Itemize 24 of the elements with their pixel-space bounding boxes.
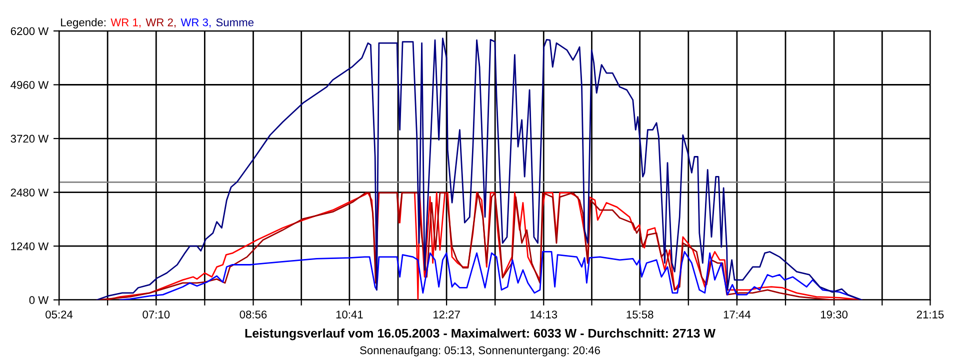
text: WR 3, [180, 18, 211, 28]
y-tick-label: 1240 W [11, 242, 49, 250]
text: Sonnenaufgang: 05:13, Sonnenuntergang: 20:46 [360, 346, 600, 356]
y-tick-label: 3720 W [10, 134, 49, 143]
x-tick-label: 15:58 [626, 310, 654, 318]
x-tick-label: 12:27 [433, 310, 460, 318]
x-tick-label: 08:56 [240, 310, 267, 318]
x-tick-label: 07:10 [142, 310, 170, 318]
y-tick-label: 2480 W [10, 188, 49, 196]
text: Leistungsverlauf vom 16.05.2003 - Maximalwert: 6033 W - Durchschnitt: 2713 W [245, 328, 716, 340]
x-tick-label: 05:24 [46, 310, 73, 318]
line-series [96, 38, 862, 300]
y-tick-label: 4960 W [10, 81, 49, 89]
x-tick-label: 21:15 [916, 310, 944, 318]
x-tick-label: 17:44 [724, 310, 751, 318]
y-tick-label: 0 W [29, 296, 49, 304]
x-tick-label: 19:30 [820, 310, 848, 318]
x-tick-label: 10:41 [336, 310, 363, 318]
x-tick-label: 14:13 [530, 310, 558, 318]
text: Summe [216, 18, 254, 26]
y-tick-label: 6200 W [10, 27, 49, 36]
legend-title: Legende: [61, 18, 106, 29]
text: WR 1, [110, 18, 141, 28]
text: WR 2, [146, 18, 176, 28]
